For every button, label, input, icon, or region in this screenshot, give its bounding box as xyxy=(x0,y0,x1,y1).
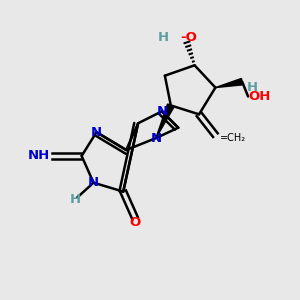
Text: H: H xyxy=(158,31,169,44)
Text: -O: -O xyxy=(180,31,197,44)
Text: N: N xyxy=(91,126,102,139)
Text: NH: NH xyxy=(27,149,50,162)
Text: N: N xyxy=(156,105,167,118)
Text: OH: OH xyxy=(248,90,271,103)
Text: N: N xyxy=(88,176,99,189)
Text: O: O xyxy=(130,216,141,229)
Polygon shape xyxy=(156,104,174,138)
Polygon shape xyxy=(215,78,243,88)
Text: H: H xyxy=(70,193,81,206)
Text: N: N xyxy=(150,132,161,145)
Text: H: H xyxy=(247,81,258,94)
Text: =CH₂: =CH₂ xyxy=(220,133,246,143)
